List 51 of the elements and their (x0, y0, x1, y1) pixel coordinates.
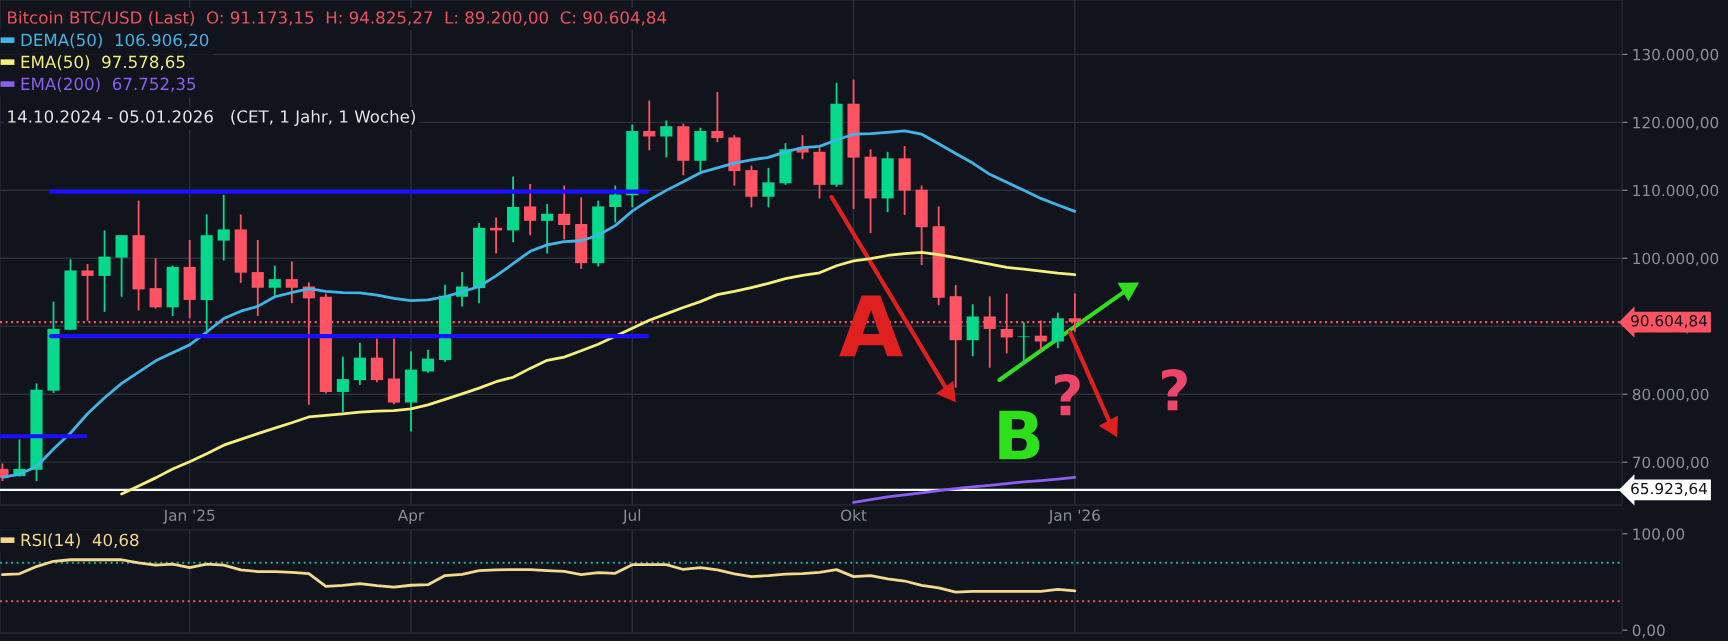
legend-label: RSI(14) 40,68 (21, 533, 139, 549)
candlestick (966, 303, 979, 358)
candlestick (660, 119, 673, 159)
line-series (1, 558, 1077, 594)
x-tick-label: Jan '26 (1048, 509, 1100, 524)
x-tick-label: Okt (840, 509, 867, 521)
candlestick (353, 341, 366, 386)
y-tick-label: 80.000,00 (1632, 388, 1709, 402)
ref-line-label: 90.604,84 (1631, 315, 1708, 329)
annotation: ? (1162, 369, 1187, 411)
candlestick (1051, 311, 1064, 350)
y-tick-label: 120.000,00 (1633, 116, 1719, 130)
candlestick (217, 193, 230, 262)
candlestick (98, 229, 111, 313)
candlestick (643, 99, 656, 152)
legend-label: EMA(200) 67.752,35 (21, 77, 196, 93)
candlestick (507, 175, 520, 244)
y-tick-label: 100,00 (1633, 528, 1685, 542)
candlestick (711, 90, 724, 144)
x-tick-label: Jan '25 (162, 509, 215, 524)
candlestick (609, 184, 622, 224)
annotation: B (999, 410, 1040, 460)
x-tick-label: Apr (397, 509, 425, 524)
candlestick (541, 202, 554, 255)
ref-line-label: 65.923,64 (1631, 482, 1708, 496)
candlestick (268, 264, 281, 297)
line-series (852, 476, 1077, 504)
candlestick (115, 234, 128, 298)
candlestick (81, 263, 94, 322)
annotation: ? (1054, 374, 1080, 416)
y-tick-label: 70.000,00 (1632, 456, 1709, 470)
annotation: A (839, 295, 903, 357)
x-tick-label: Jul (622, 509, 641, 524)
candlestick (285, 260, 298, 305)
candlestick (524, 183, 537, 237)
candlestick (762, 166, 775, 209)
candlestick (558, 184, 571, 241)
legend-label: EMA(50) 97.578,65 (21, 55, 185, 71)
y-tick-label: 110.000,00 (1633, 184, 1719, 198)
legend-label: DEMA(50) 106.906,20 (21, 33, 209, 49)
candlestick (251, 239, 264, 317)
text: Bitcoin BTC/USD (Last) O: 91.173,15 H: 94.825,27 L: 89.200,00 C: 90.604,84 (8, 10, 667, 26)
y-tick-label: 100.000,00 (1633, 252, 1719, 266)
y-tick-label: 130.000,00 (1633, 48, 1719, 62)
candlestick (370, 337, 384, 384)
y-tick-label: 0,00 (1632, 624, 1665, 638)
candlestick (336, 355, 349, 414)
candlestick (421, 348, 435, 374)
candlestick (149, 257, 162, 310)
candlestick (1017, 321, 1030, 365)
text: 14.10.2024 - 05.01.2026 (CET, 1 Jahr, 1 Woche) (8, 109, 415, 126)
